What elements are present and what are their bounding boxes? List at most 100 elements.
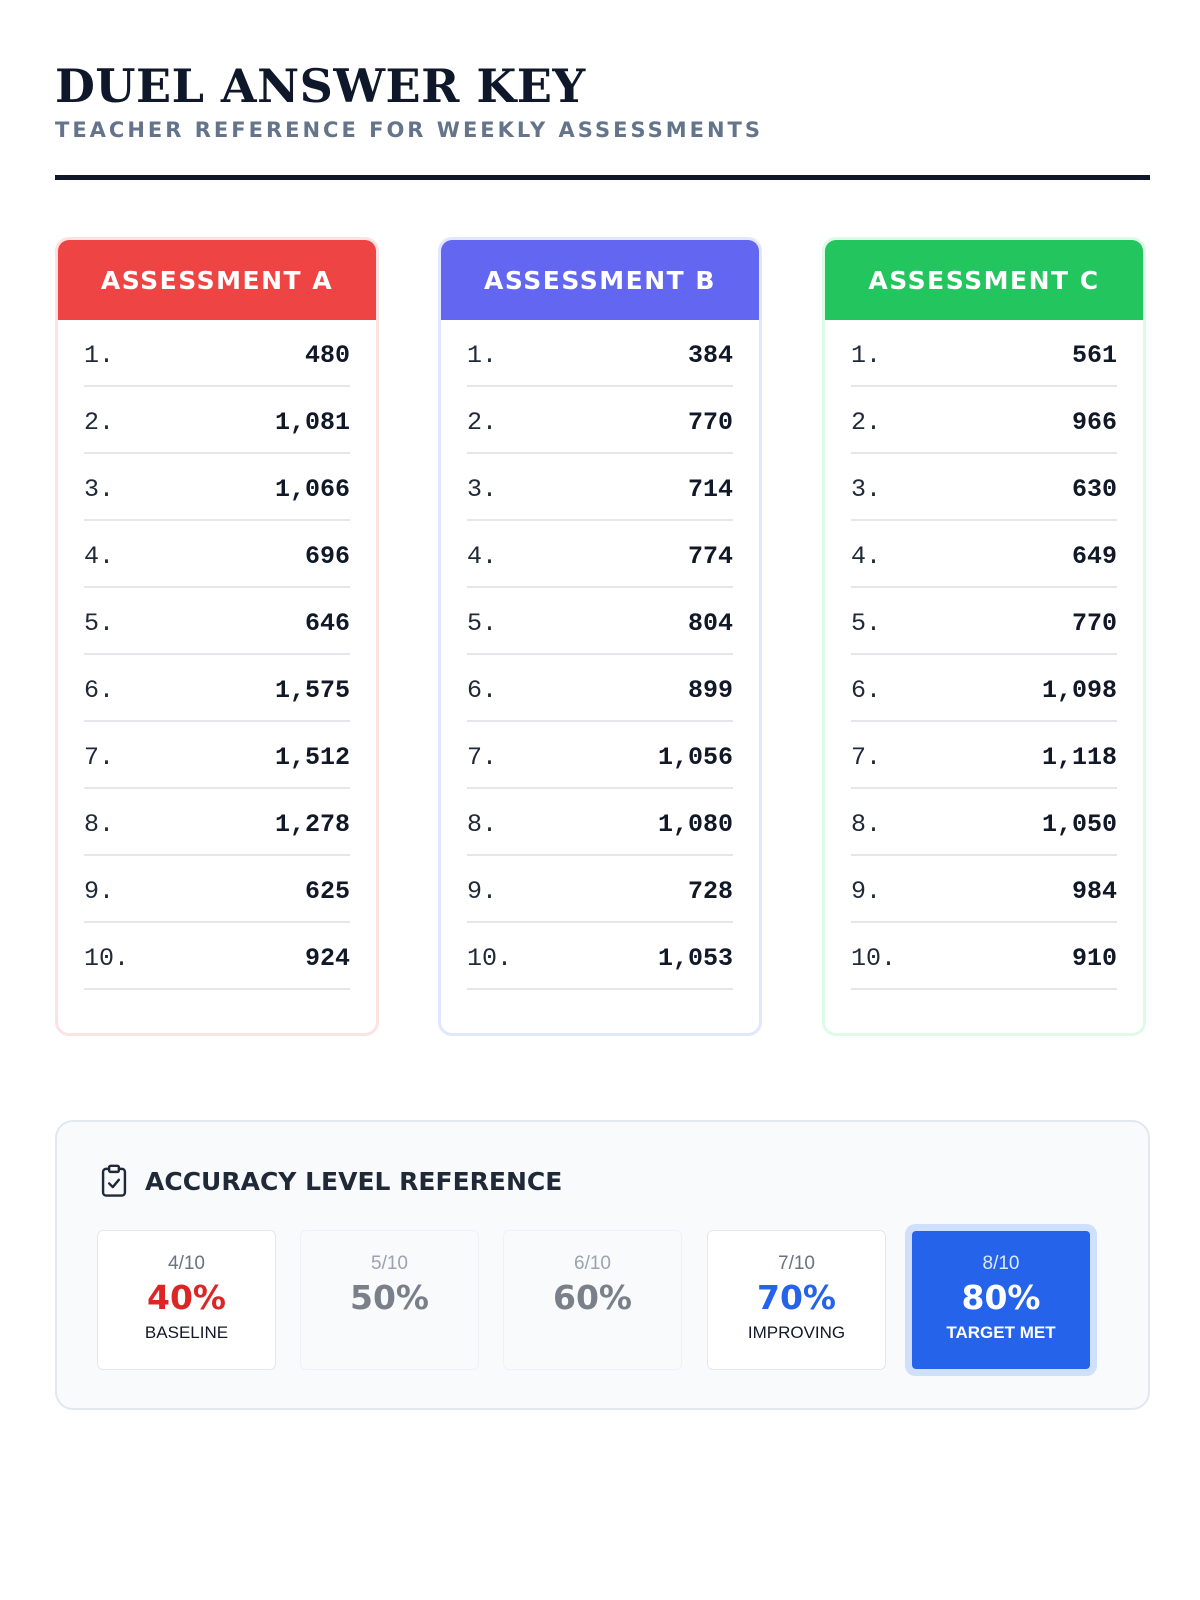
- answer-row: 6. 1,575: [84, 655, 350, 722]
- answer-row: 5. 646: [84, 588, 350, 655]
- answer-value: 966: [1071, 408, 1117, 437]
- question-number: 9.: [467, 877, 498, 906]
- level-score: 4/10: [168, 1253, 205, 1274]
- answer-value: 1,081: [274, 408, 350, 437]
- answer-row: 3. 630: [851, 454, 1117, 521]
- question-number: 6.: [851, 676, 882, 705]
- answer-row: 8. 1,050: [851, 789, 1117, 856]
- answer-row: 9. 728: [467, 856, 733, 923]
- level-label: IMPROVING: [747, 1323, 846, 1342]
- answer-row: 10. 924: [84, 923, 350, 990]
- accuracy-reference-heading: ACCURACY LEVEL REFERENCE: [99, 1164, 562, 1198]
- assessment-card-a: ASSESSMENT A 1. 480 2. 1,081 3. 1,066 4. 696…: [55, 237, 379, 1036]
- clipboard-check-icon: [101, 1164, 127, 1197]
- answer-row: 4. 696: [84, 521, 350, 588]
- question-number: 10.: [851, 944, 897, 973]
- answer-row: 7. 1,056: [467, 722, 733, 789]
- answer-value: 899: [687, 676, 733, 705]
- answer-row: 6. 1,098: [851, 655, 1117, 722]
- accuracy-level-target-met: 8/10 80% TARGET MET: [912, 1231, 1090, 1369]
- answer-value: 1,118: [1041, 743, 1117, 772]
- answer-value: 1,056: [657, 743, 733, 772]
- answer-row: 9. 984: [851, 856, 1117, 923]
- answer-list: 1. 480 2. 1,081 3. 1,066 4. 696 5. 646 6. 1,57…: [58, 320, 376, 990]
- assessment-card-header: ASSESSMENT C: [825, 240, 1143, 320]
- answer-row: 1. 480: [84, 320, 350, 387]
- answer-value: 728: [687, 877, 733, 906]
- answer-row: 10. 1,053: [467, 923, 733, 990]
- question-number: 1.: [467, 341, 498, 370]
- answer-row: 8. 1,278: [84, 789, 350, 856]
- question-number: 5.: [84, 609, 115, 638]
- question-number: 7.: [467, 743, 498, 772]
- answer-list: 1. 384 2. 770 3. 714 4. 774 5. 804 6. 899 7. 1,…: [441, 320, 759, 990]
- question-number: 6.: [467, 676, 498, 705]
- accuracy-level-60: 6/10 60%: [503, 1230, 682, 1370]
- question-number: 9.: [84, 877, 115, 906]
- answer-value: 1,066: [274, 475, 350, 504]
- question-number: 4.: [467, 542, 498, 571]
- answer-value: 1,098: [1041, 676, 1117, 705]
- assessment-card-b: ASSESSMENT B 1. 384 2. 770 3. 714 4. 774 5. 8…: [438, 237, 762, 1036]
- question-number: 5.: [851, 609, 882, 638]
- answer-value: 770: [687, 408, 733, 437]
- answer-row: 2. 770: [467, 387, 733, 454]
- question-number: 10.: [84, 944, 130, 973]
- answer-row: 5. 770: [851, 588, 1117, 655]
- question-number: 8.: [467, 810, 498, 839]
- page-title: DUEL ANSWER KEY: [55, 59, 586, 113]
- answer-value: 1,512: [274, 743, 350, 772]
- answer-row: 8. 1,080: [467, 789, 733, 856]
- question-number: 7.: [84, 743, 115, 772]
- answer-row: 4. 649: [851, 521, 1117, 588]
- assessment-card-c: ASSESSMENT C 1. 561 2. 966 3. 630 4. 649 5. 7…: [822, 237, 1146, 1036]
- question-number: 10.: [467, 944, 513, 973]
- assessment-cards: ASSESSMENT A 1. 480 2. 1,081 3. 1,066 4. 696…: [55, 237, 1150, 1042]
- answer-value: 984: [1071, 877, 1117, 906]
- answer-row: 4. 774: [467, 521, 733, 588]
- header-divider: [55, 175, 1150, 180]
- accuracy-reference-panel: ACCURACY LEVEL REFERENCE 4/10 40% BASELI…: [55, 1120, 1150, 1410]
- question-number: 3.: [851, 475, 882, 504]
- answer-value: 774: [687, 542, 733, 571]
- question-number: 5.: [467, 609, 498, 638]
- question-number: 4.: [84, 542, 115, 571]
- answer-row: 1. 561: [851, 320, 1117, 387]
- answer-row: 2. 1,081: [84, 387, 350, 454]
- answer-row: 3. 1,066: [84, 454, 350, 521]
- question-number: 4.: [851, 542, 882, 571]
- level-score: 8/10: [982, 1253, 1020, 1274]
- level-percent: 70%: [757, 1278, 836, 1317]
- answer-row: 10. 910: [851, 923, 1117, 990]
- assessment-card-header: ASSESSMENT A: [58, 240, 376, 320]
- question-number: 2.: [84, 408, 115, 437]
- question-number: 3.: [84, 475, 115, 504]
- accuracy-level-50: 5/10 50%: [300, 1230, 479, 1370]
- answer-row: 2. 966: [851, 387, 1117, 454]
- assessment-card-header: ASSESSMENT B: [441, 240, 759, 320]
- question-number: 2.: [467, 408, 498, 437]
- accuracy-level-baseline: 4/10 40% BASELINE: [97, 1230, 276, 1370]
- level-score: 7/10: [778, 1253, 815, 1274]
- page-header: DUEL ANSWER KEY TEACHER REFERENCE FOR WE…: [55, 58, 1150, 142]
- answer-value: 625: [304, 877, 350, 906]
- question-number: 2.: [851, 408, 882, 437]
- answer-row: 1. 384: [467, 320, 733, 387]
- accuracy-reference-title: ACCURACY LEVEL REFERENCE: [145, 1166, 563, 1196]
- level-score: 5/10: [371, 1253, 408, 1274]
- question-number: 9.: [851, 877, 882, 906]
- answer-row: 3. 714: [467, 454, 733, 521]
- question-number: 8.: [84, 810, 115, 839]
- answer-value: 770: [1071, 609, 1117, 638]
- level-percent: 60%: [553, 1278, 632, 1317]
- level-score: 6/10: [574, 1253, 611, 1274]
- answer-value: 646: [304, 609, 350, 638]
- answer-value: 1,278: [274, 810, 350, 839]
- question-number: 1.: [851, 341, 882, 370]
- question-number: 3.: [467, 475, 498, 504]
- question-number: 6.: [84, 676, 115, 705]
- answer-row: 5. 804: [467, 588, 733, 655]
- level-label: TARGET MET: [946, 1323, 1056, 1342]
- answer-row: 9. 625: [84, 856, 350, 923]
- answer-value: 630: [1071, 475, 1117, 504]
